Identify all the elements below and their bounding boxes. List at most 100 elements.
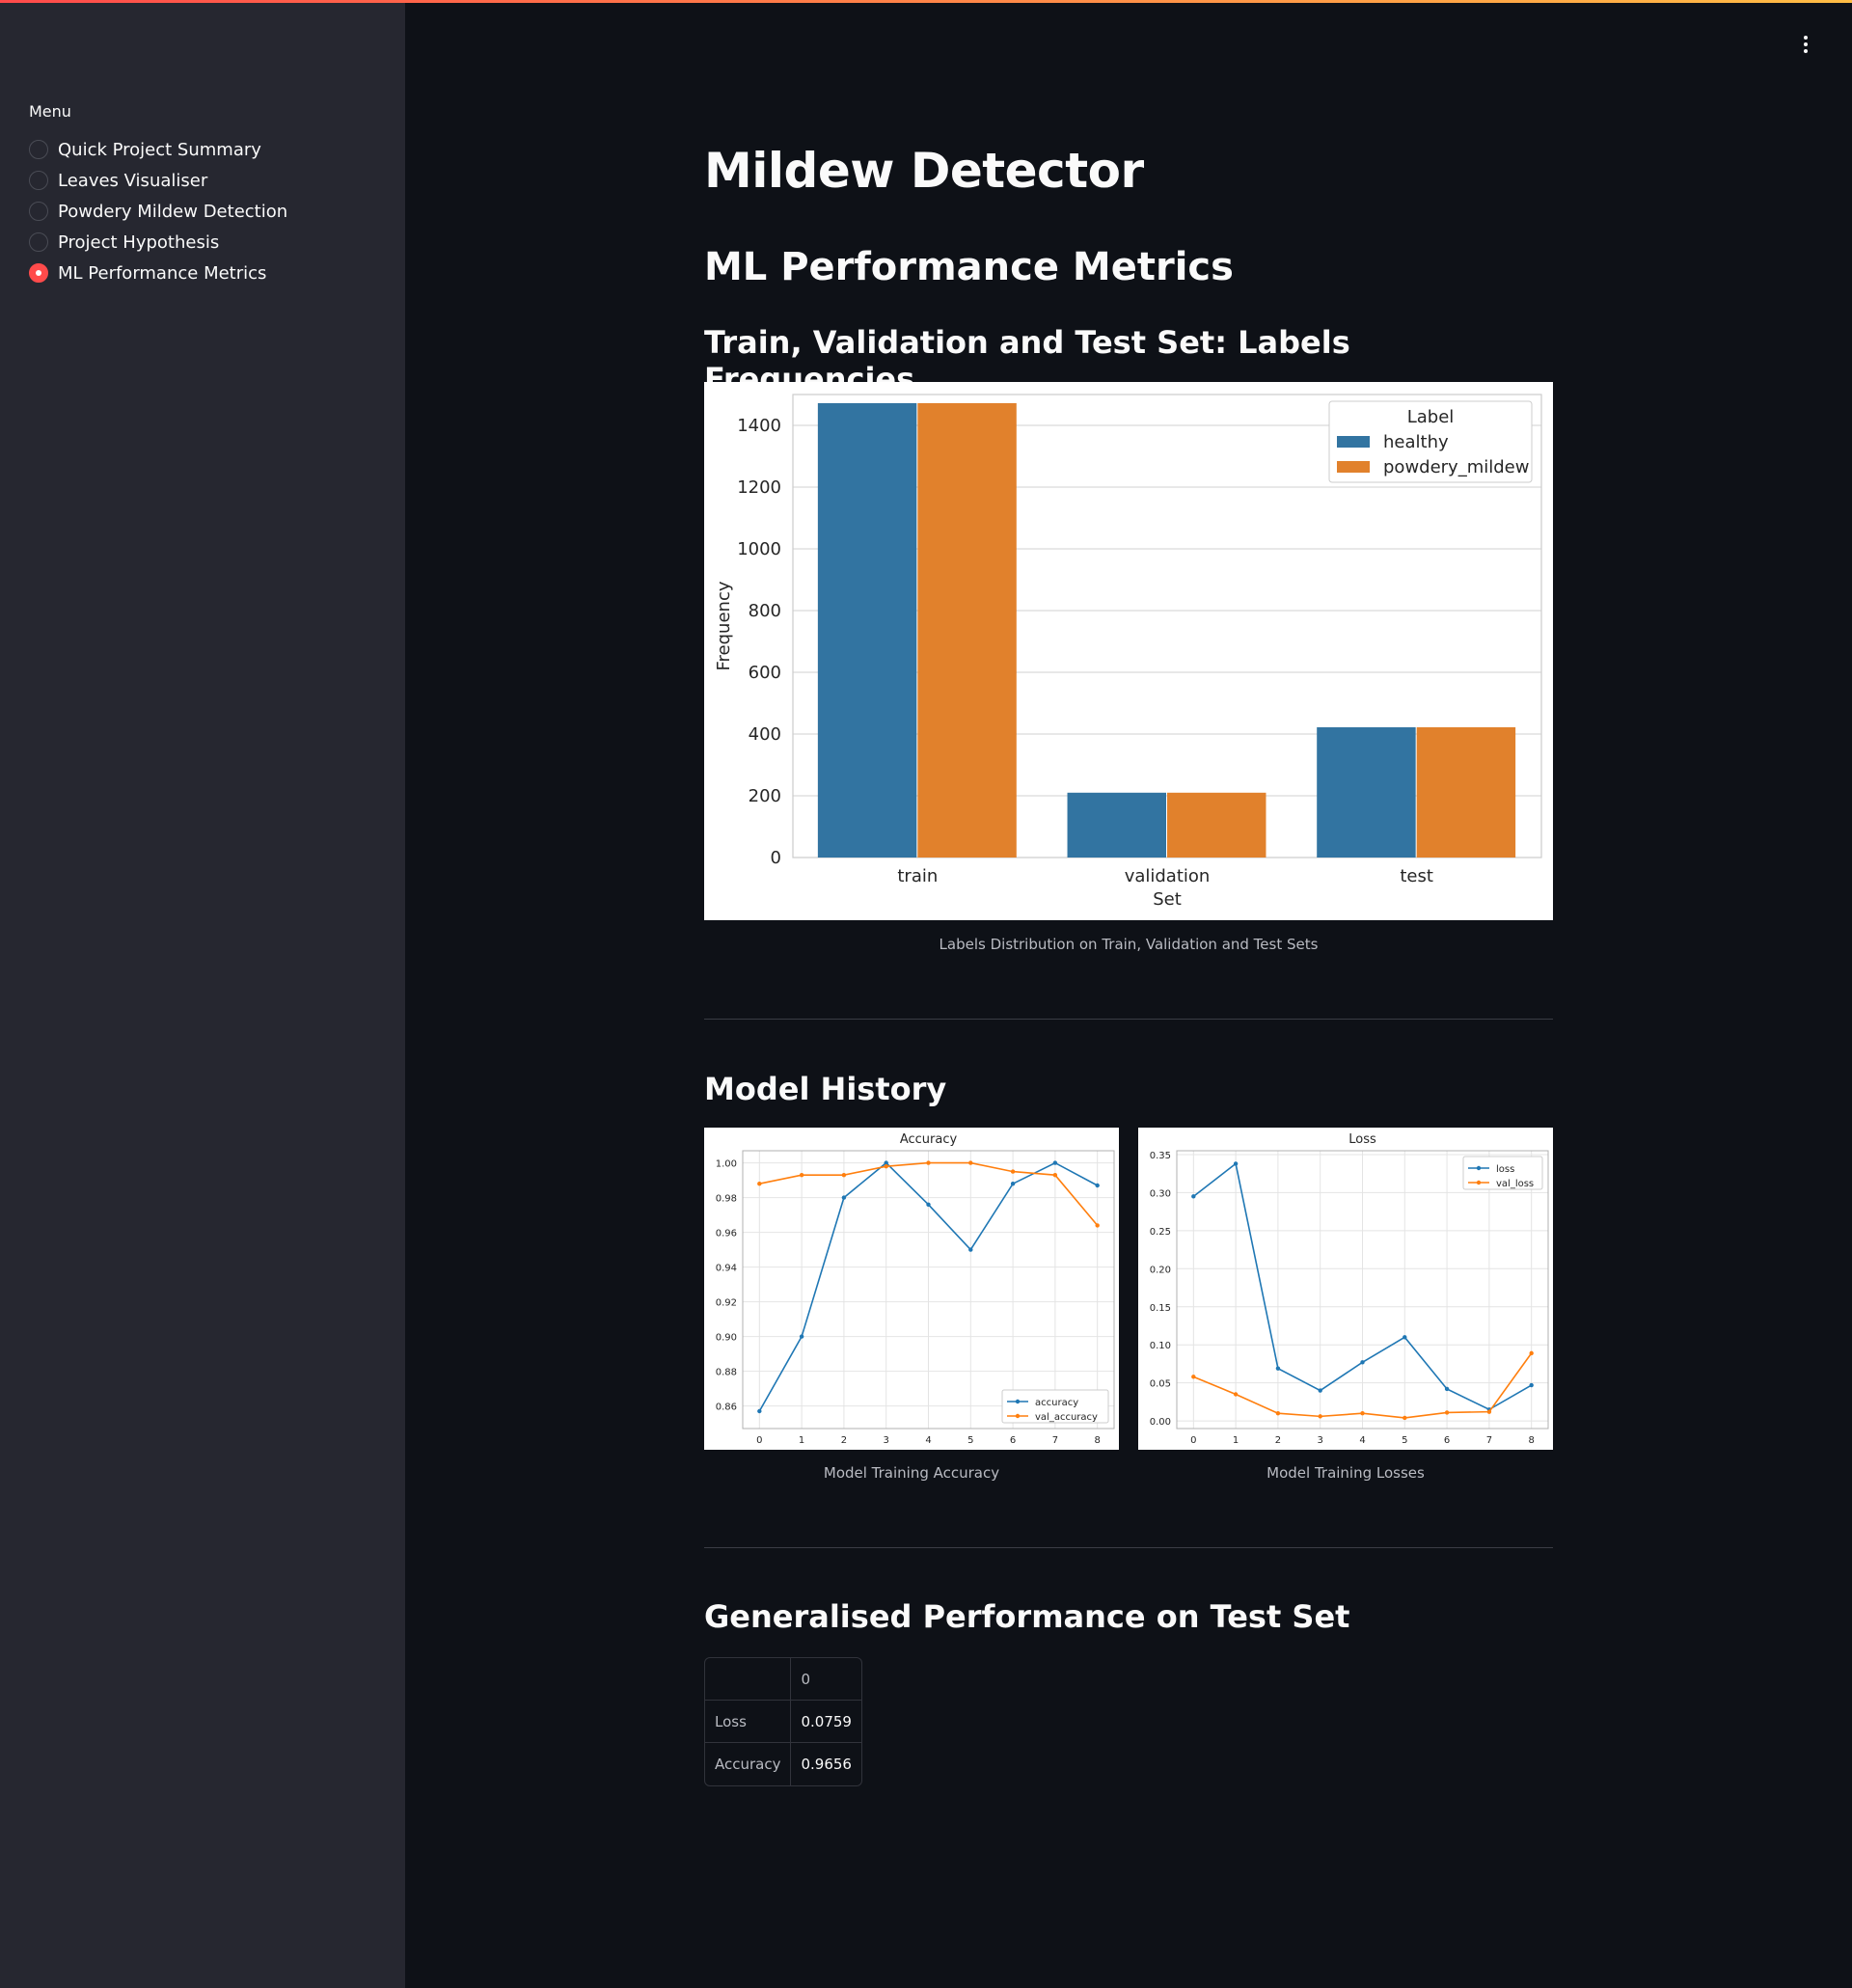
y-tick-label: 0 — [771, 848, 781, 868]
x-tick-label: 6 — [1010, 1435, 1016, 1446]
table-row: Accuracy 0.9656 — [705, 1743, 861, 1785]
menu-title: Menu — [29, 102, 71, 121]
labels-frequency-bar-chart: 0 200 400 600 800 1000 1200 1400 train validation… — [714, 394, 1542, 910]
menu-item-quick-project-summary[interactable]: Quick Project Summary — [29, 134, 287, 165]
y-tick-label: 0.96 — [716, 1229, 737, 1239]
x-tick-label: 8 — [1094, 1435, 1100, 1446]
y-tick-label: 0.35 — [1150, 1151, 1171, 1161]
data-point-val_accuracy — [1010, 1169, 1016, 1174]
data-point-val_accuracy — [1095, 1223, 1100, 1228]
y-tick-label: 0.15 — [1150, 1303, 1171, 1314]
data-point-val_accuracy — [926, 1160, 931, 1165]
legend-label: loss — [1496, 1164, 1514, 1175]
menu-item-label: Quick Project Summary — [58, 139, 261, 160]
y-tick-label: 200 — [749, 786, 781, 806]
data-point-val_accuracy — [799, 1173, 804, 1178]
page-title: Mildew Detector — [704, 143, 1144, 199]
x-tick-label: 2 — [841, 1435, 847, 1446]
legend-swatch — [1337, 436, 1370, 448]
y-tick-label: 0.05 — [1150, 1379, 1171, 1390]
radio-button-selected-icon[interactable] — [29, 263, 48, 283]
bar-powdery_mildew — [1167, 792, 1266, 858]
x-tick-label: 3 — [1318, 1435, 1323, 1446]
x-tick-label: 1 — [1233, 1435, 1239, 1446]
y-tick-label: 0.90 — [716, 1333, 737, 1344]
y-tick-label: 0.00 — [1150, 1417, 1171, 1428]
radio-button-icon[interactable] — [29, 232, 48, 252]
bar-powdery_mildew — [917, 402, 1017, 858]
radio-button-icon[interactable] — [29, 202, 48, 221]
y-tick-label: 0.94 — [716, 1264, 737, 1274]
y-axis-label: Frequency — [714, 581, 734, 670]
menu-item-label: ML Performance Metrics — [58, 262, 267, 284]
y-tick-label: 400 — [749, 724, 781, 745]
data-point-val_accuracy — [841, 1173, 847, 1178]
data-point-accuracy — [968, 1247, 973, 1252]
legend-label: powdery_mildew — [1383, 457, 1529, 477]
radio-button-icon[interactable] — [29, 171, 48, 190]
data-point-accuracy — [757, 1408, 762, 1414]
data-point-val_accuracy — [1052, 1173, 1058, 1178]
data-point-loss — [1444, 1386, 1450, 1392]
data-point-accuracy — [1095, 1183, 1100, 1188]
x-tick-label: 7 — [1486, 1435, 1492, 1446]
menu-item-leaves-visualiser[interactable]: Leaves Visualiser — [29, 165, 287, 196]
data-point-val_loss — [1191, 1375, 1196, 1379]
legend-marker — [1476, 1180, 1482, 1185]
y-tick-label: 1000 — [737, 539, 781, 559]
menu-item-ml-performance-metrics[interactable]: ML Performance Metrics — [29, 258, 287, 288]
bar-healthy — [1067, 792, 1166, 858]
y-tick-label: 0.98 — [716, 1194, 737, 1205]
main-menu-kebab-icon[interactable] — [1796, 33, 1815, 56]
top-decoration-bar — [0, 0, 1852, 3]
y-tick-label: 1.00 — [716, 1159, 737, 1170]
plot-frame — [1176, 1150, 1549, 1430]
page-subtitle: ML Performance Metrics — [704, 245, 1234, 289]
data-point-val_loss — [1275, 1411, 1281, 1416]
x-tick-label: 0 — [1190, 1435, 1196, 1446]
data-point-val_accuracy — [884, 1164, 888, 1169]
data-point-loss — [1403, 1335, 1407, 1340]
x-tick-label: validation — [1125, 866, 1211, 886]
column-header: 0 — [791, 1658, 861, 1701]
legend-label: healthy — [1383, 432, 1449, 452]
labels-figure-caption: Labels Distribution on Train, Validation… — [939, 936, 1319, 953]
data-point-val_accuracy — [757, 1182, 762, 1186]
legend-swatch — [1337, 461, 1370, 473]
radio-button-icon[interactable] — [29, 140, 48, 159]
loss-figure: Loss 0.00 0.05 0.10 0.15 0.20 0.25 0.30 0.35 0 1 2 3… — [1138, 1128, 1553, 1450]
section-divider — [704, 1547, 1553, 1548]
legend-box — [1328, 400, 1533, 483]
data-point-val_loss — [1486, 1409, 1492, 1414]
table-row: Loss 0.0759 — [705, 1701, 861, 1743]
table-corner-cell — [705, 1658, 792, 1701]
y-tick-label: 0.88 — [716, 1368, 737, 1378]
data-point-val_loss — [1233, 1392, 1239, 1397]
y-tick-label: 0.25 — [1150, 1227, 1171, 1238]
x-tick-label: train — [897, 866, 938, 886]
data-point-val_loss — [1529, 1350, 1534, 1356]
table-header-row: 0 — [705, 1658, 861, 1701]
sidebar: Menu Quick Project Summary Leaves Visual… — [0, 0, 405, 1988]
data-point-val_loss — [1318, 1414, 1322, 1419]
x-tick-label: 4 — [925, 1435, 931, 1446]
data-point-val_loss — [1403, 1415, 1407, 1421]
legend-marker — [1476, 1165, 1482, 1171]
x-tick-label: 6 — [1444, 1435, 1450, 1446]
data-point-accuracy — [841, 1195, 847, 1200]
data-point-loss — [1360, 1360, 1365, 1365]
menu-item-powdery-mildew-detection[interactable]: Powdery Mildew Detection — [29, 196, 287, 227]
menu-item-label: Project Hypothesis — [58, 231, 220, 253]
data-point-loss — [1529, 1382, 1534, 1388]
legend-label: val_accuracy — [1035, 1412, 1098, 1423]
legend-marker — [1015, 1399, 1021, 1404]
y-tick-label: 600 — [749, 663, 781, 683]
y-tick-label: 0.86 — [716, 1402, 737, 1413]
bar-healthy — [1317, 726, 1416, 858]
menu-item-project-hypothesis[interactable]: Project Hypothesis — [29, 227, 287, 258]
bar-healthy — [817, 402, 917, 858]
menu-radio-group: Quick Project Summary Leaves Visualiser … — [29, 134, 287, 288]
row-header: Loss — [705, 1701, 792, 1743]
data-point-accuracy — [926, 1202, 931, 1207]
plot-frame — [742, 1150, 1115, 1430]
